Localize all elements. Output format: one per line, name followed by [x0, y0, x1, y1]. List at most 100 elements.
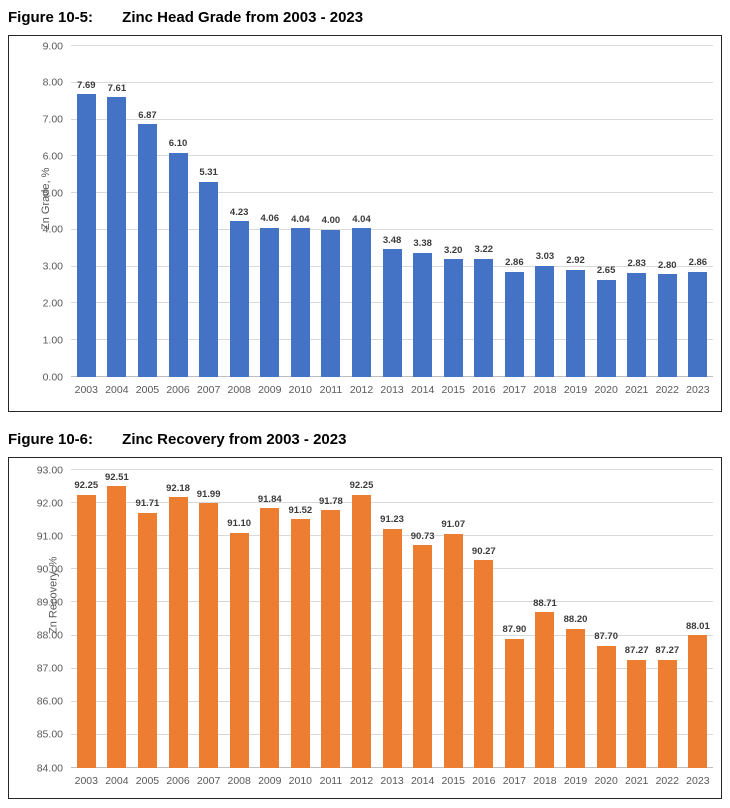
- x-tick-label: 2007: [196, 383, 221, 396]
- bar-value-label: 2.86: [505, 257, 524, 269]
- gridline: [71, 192, 713, 194]
- bar-2022: [657, 659, 677, 768]
- bar-value-label: 88.20: [563, 614, 588, 626]
- bar-value-label: 2.65: [596, 265, 616, 277]
- bar-2018: [535, 612, 555, 768]
- bar-value-label: 87.27: [655, 645, 680, 657]
- x-tick-label: 2019: [563, 383, 588, 396]
- bar-value-label: 4.00: [321, 215, 341, 227]
- bar-value-label: 2.86: [688, 257, 708, 269]
- y-axis-title: Zn Grade, %: [40, 167, 53, 230]
- bar-slot-2023: 88.01: [683, 470, 714, 768]
- bar-2013: [382, 249, 402, 377]
- bar-value-label: 92.18: [166, 482, 190, 494]
- bar-value-label: 87.70: [594, 631, 618, 642]
- figure-10-5-caption: Zinc Head Grade from 2003 - 2023: [122, 9, 364, 26]
- x-tick-label: 2021: [625, 774, 649, 787]
- bar-slot-2003: 7.69: [71, 46, 102, 377]
- bar-2008: [229, 532, 249, 768]
- x-tick-label: 2020: [594, 383, 618, 396]
- x-tick-label: 2018: [533, 774, 557, 787]
- figure-10-6-caption: Zinc Recovery from 2003 - 2023: [122, 431, 347, 448]
- x-tick-label: 2011: [319, 383, 343, 396]
- y-tick-label: 4.00: [42, 223, 63, 236]
- bar-2007: [199, 181, 219, 377]
- x-tick-label: 2014: [410, 774, 435, 787]
- x-tick-label: 2008: [227, 383, 251, 396]
- y-tick-label: 84.00: [36, 761, 63, 774]
- y-tick-label: 1.00: [42, 333, 63, 346]
- x-tick-label: 2009: [258, 774, 282, 787]
- bar-2019: [566, 269, 586, 377]
- bar-value-label: 3.20: [443, 244, 463, 256]
- x-tick-label: 2007: [196, 774, 221, 787]
- bar-value-label: 5.31: [199, 167, 218, 179]
- plot-area: 84.00 85.00 86.00 87.00 88.00 89.00 90.00 91.00…: [37, 465, 713, 773]
- bar-2014: [413, 252, 433, 377]
- x-tick-label: 2022: [655, 774, 679, 787]
- bar-2005: [137, 124, 157, 377]
- bar-value-label: 87.90: [502, 624, 527, 636]
- x-tick-label: 2010: [288, 383, 313, 396]
- bar-value-label: 92.51: [104, 471, 129, 483]
- bar-value-label: 92.25: [349, 480, 374, 492]
- bar-slot-2015: 3.20: [438, 46, 469, 377]
- bar-slot-2021: 2.83: [621, 46, 652, 377]
- bar-2018: [535, 265, 555, 377]
- bar-slot-2019: 88.20: [560, 470, 591, 768]
- bar-slot-2007: 5.31: [193, 46, 224, 377]
- bar-slot-2005: 6.87: [132, 46, 163, 377]
- bar-2021: [627, 659, 647, 768]
- x-tick-label: 2004: [105, 383, 129, 396]
- bar-slot-2021: 87.27: [621, 470, 652, 768]
- bar-2003: [76, 494, 96, 768]
- x-tick-label: 2013: [380, 383, 404, 396]
- bar-2009: [260, 227, 280, 377]
- bar-value-label: 87.27: [624, 645, 649, 657]
- bar-2013: [382, 528, 402, 768]
- bar-slot-2007: 91.99: [193, 470, 224, 768]
- bar-2023: [688, 635, 708, 768]
- y-tick-label: 6.00: [42, 150, 63, 163]
- y-tick-label: 8.00: [42, 76, 63, 89]
- figure-10-5-label: Figure 10-5:: [8, 9, 94, 26]
- y-tick-label: 7.00: [42, 113, 63, 126]
- x-tick-label: 2009: [258, 383, 282, 396]
- bar-slot-2022: 2.80: [652, 46, 683, 377]
- gridline: [71, 502, 713, 504]
- y-tick-label: 9.00: [42, 39, 63, 52]
- bar-slot-2012: 4.04: [346, 46, 377, 377]
- bar-value-label: 2.83: [627, 258, 646, 270]
- bar-value-label: 90.27: [471, 545, 496, 557]
- bar-value-label: 91.78: [319, 495, 343, 507]
- bar-value-label: 4.04: [352, 213, 371, 225]
- x-tick-label: 2013: [380, 774, 404, 787]
- bar-value-label: 91.10: [227, 518, 252, 530]
- bar-value-label: 91.84: [257, 493, 282, 505]
- y-axis-title: Zn Recovery, %: [47, 556, 60, 634]
- bar-slot-2014: 90.73: [407, 470, 438, 768]
- bar-2014: [413, 545, 433, 768]
- bar-slot-2011: 4.00: [316, 46, 347, 377]
- bar-slot-2004: 7.61: [102, 46, 133, 377]
- bar-value-label: 3.48: [382, 234, 402, 246]
- bars-group: 92.25 92.51 91.71 92.18 91.99 91.10 91.84 91.52…: [71, 470, 713, 768]
- x-axis-labels: 2003 2004 2005 2006 2007 2008 2009 2010 2011 2012…: [71, 774, 713, 787]
- bar-2007: [199, 503, 219, 768]
- bar-slot-2013: 3.48: [377, 46, 408, 377]
- y-tick-label: 85.00: [36, 728, 63, 741]
- bar-2012: [352, 228, 371, 377]
- bar-value-label: 6.10: [168, 138, 188, 150]
- bar-value-label: 3.38: [413, 238, 432, 250]
- y-tick-label: 93.00: [36, 463, 63, 476]
- bar-2012: [352, 494, 371, 768]
- y-tick-label: 5.00: [42, 186, 63, 199]
- x-tick-label: 2012: [349, 774, 374, 787]
- x-tick-label: 2015: [441, 774, 465, 787]
- x-tick-label: 2016: [472, 774, 496, 787]
- bar-slot-2018: 88.71: [530, 470, 561, 768]
- bar-2009: [260, 508, 280, 768]
- x-tick-label: 2003: [74, 774, 98, 787]
- bar-2017: [504, 271, 524, 377]
- bar-slot-2004: 92.51: [102, 470, 133, 768]
